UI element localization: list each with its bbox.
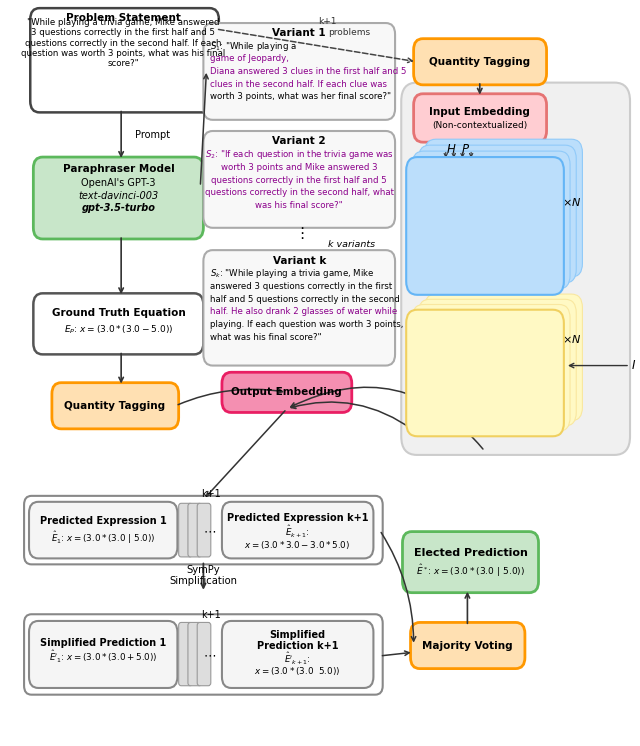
Text: Predicted Expression 1: Predicted Expression 1: [40, 516, 166, 526]
Text: $\cdots$: $\cdots$: [203, 649, 216, 662]
FancyBboxPatch shape: [410, 622, 525, 668]
FancyBboxPatch shape: [413, 94, 547, 142]
Text: Paraphraser Model: Paraphraser Model: [63, 164, 175, 174]
FancyBboxPatch shape: [29, 621, 177, 688]
FancyBboxPatch shape: [222, 621, 373, 688]
Text: was his final score?": was his final score?": [255, 201, 343, 210]
FancyBboxPatch shape: [412, 151, 570, 289]
Text: Encoder: Encoder: [454, 202, 523, 217]
Text: game of Jeopardy,: game of Jeopardy,: [209, 54, 289, 63]
FancyBboxPatch shape: [419, 145, 576, 283]
Text: Simplified: Simplified: [269, 630, 325, 640]
Text: $x=(3.0*(3.0\ \ 5.0))$: $x=(3.0*(3.0\ \ 5.0))$: [254, 665, 340, 677]
FancyBboxPatch shape: [406, 157, 564, 295]
Text: $S_1$: "While playing a: $S_1$: "While playing a: [209, 40, 297, 53]
FancyBboxPatch shape: [419, 299, 576, 426]
FancyBboxPatch shape: [204, 131, 395, 228]
Text: k+1: k+1: [318, 17, 336, 26]
Text: Input Embedding: Input Embedding: [429, 107, 530, 117]
Text: $\hat{E}_{k+1}$:: $\hat{E}_{k+1}$:: [285, 524, 310, 540]
Text: SymPy
Simplification: SymPy Simplification: [170, 565, 237, 586]
FancyBboxPatch shape: [204, 250, 395, 366]
Text: Prediction k+1: Prediction k+1: [257, 642, 338, 651]
Text: $\hat{E}^*$: $x=(3.0*(3.0\ |\ 5.0))$: $\hat{E}^*$: $x=(3.0*(3.0\ |\ 5.0))$: [416, 562, 525, 579]
Text: $\vdots$: $\vdots$: [294, 225, 305, 241]
FancyBboxPatch shape: [425, 140, 582, 277]
FancyBboxPatch shape: [401, 83, 630, 455]
Text: H: H: [446, 143, 455, 156]
Text: Prompt: Prompt: [136, 130, 170, 140]
Text: Quantity Tagging: Quantity Tagging: [65, 401, 166, 411]
FancyBboxPatch shape: [403, 532, 538, 592]
FancyBboxPatch shape: [179, 504, 192, 557]
Text: $\times N$: $\times N$: [562, 195, 581, 207]
Text: $\hat{E}'_1$: $x=(3.0*(3.0+5.0))$: $\hat{E}'_1$: $x=(3.0*(3.0+5.0))$: [49, 650, 157, 665]
Text: Diana answered 3 clues in the first half and 5: Diana answered 3 clues in the first half…: [209, 67, 406, 76]
Text: text-davinci-003: text-davinci-003: [79, 191, 159, 201]
FancyBboxPatch shape: [413, 39, 547, 85]
FancyBboxPatch shape: [197, 504, 211, 557]
FancyBboxPatch shape: [412, 304, 570, 431]
Text: $E_P$: $x = (3.0*(3.0-5.0))$: $E_P$: $x = (3.0*(3.0-5.0))$: [64, 324, 173, 336]
FancyBboxPatch shape: [222, 502, 373, 559]
Text: $S_2$: "If each question in the trivia game was: $S_2$: "If each question in the trivia g…: [205, 148, 394, 161]
Text: answered 3 questions correctly in the first: answered 3 questions correctly in the fi…: [209, 282, 392, 291]
Text: clues in the second half. If each clue was: clues in the second half. If each clue w…: [209, 80, 387, 89]
Text: Ground Truth Equation: Ground Truth Equation: [52, 308, 186, 319]
Text: half. He also drank 2 glasses of water while: half. He also drank 2 glasses of water w…: [209, 307, 397, 316]
Text: Problem Statement: Problem Statement: [65, 13, 180, 23]
Text: (Non-contextualized): (Non-contextualized): [432, 122, 527, 131]
FancyBboxPatch shape: [188, 622, 202, 686]
Text: $\hat{E}_1$: $x=(3.0*(3.0\ |\ 5.0))$: $\hat{E}_1$: $x=(3.0*(3.0\ |\ 5.0))$: [51, 529, 156, 546]
Text: Output Embedding: Output Embedding: [232, 387, 342, 398]
Text: Simplified Prediction 1: Simplified Prediction 1: [40, 638, 166, 648]
Text: Decoder: Decoder: [452, 351, 524, 366]
Text: questions correctly in the first half and 5: questions correctly in the first half an…: [211, 175, 387, 185]
Text: worth 3 points and Mike answered 3: worth 3 points and Mike answered 3: [221, 163, 378, 172]
FancyBboxPatch shape: [204, 23, 395, 120]
Text: k+1: k+1: [202, 610, 221, 620]
Text: questions correctly in the second half, what: questions correctly in the second half, …: [205, 188, 394, 197]
Text: worth 3 points, what was her final score?": worth 3 points, what was her final score…: [209, 93, 390, 101]
FancyBboxPatch shape: [188, 504, 202, 557]
Text: DeBERTa: DeBERTa: [458, 228, 518, 242]
Text: $x=(3.0*3.0-3.0*5.0)$: $x=(3.0*3.0-3.0*5.0)$: [244, 539, 351, 551]
Text: $H_{output}$: $H_{output}$: [447, 277, 479, 291]
FancyBboxPatch shape: [30, 8, 219, 113]
Text: Majority Voting: Majority Voting: [422, 641, 513, 651]
Text: Variant 2: Variant 2: [273, 136, 326, 145]
Text: problems: problems: [328, 28, 370, 37]
Text: $\cdots$: $\cdots$: [203, 524, 216, 537]
Text: k+1: k+1: [202, 489, 221, 499]
FancyBboxPatch shape: [52, 383, 179, 429]
Text: P: P: [461, 143, 468, 156]
Text: Quantity Tagging: Quantity Tagging: [429, 57, 531, 66]
Text: Variant k: Variant k: [273, 256, 326, 266]
FancyBboxPatch shape: [197, 622, 211, 686]
Text: OpenAI's GPT-3: OpenAI's GPT-3: [81, 178, 156, 188]
Text: EMD: EMD: [472, 377, 504, 391]
Text: k variants: k variants: [328, 239, 376, 248]
Text: Variant 1: Variant 1: [273, 28, 326, 38]
FancyBboxPatch shape: [33, 157, 204, 239]
Text: Elected Prediction: Elected Prediction: [413, 548, 527, 558]
Text: half and 5 questions correctly in the second: half and 5 questions correctly in the se…: [209, 295, 399, 304]
FancyBboxPatch shape: [406, 310, 564, 436]
Text: Predicted Expression k+1: Predicted Expression k+1: [227, 513, 368, 523]
FancyBboxPatch shape: [179, 622, 192, 686]
Text: $S_k$: "While playing a trivia game, Mike: $S_k$: "While playing a trivia game, Mik…: [209, 268, 374, 280]
FancyBboxPatch shape: [222, 372, 352, 413]
Text: gpt-3.5-turbo: gpt-3.5-turbo: [82, 204, 156, 213]
Text: "While playing a trivia game, Mike answered
3 questions correctly in the first h: "While playing a trivia game, Mike answe…: [21, 18, 225, 69]
FancyBboxPatch shape: [425, 294, 582, 421]
Text: I: I: [632, 359, 635, 372]
Text: $\hat{E}'_{k+1}$:: $\hat{E}'_{k+1}$:: [284, 651, 310, 667]
FancyBboxPatch shape: [29, 502, 177, 559]
Text: $\times N$: $\times N$: [562, 333, 581, 345]
Text: what was his final score?": what was his final score?": [209, 333, 321, 342]
Text: playing. If each question was worth 3 points,: playing. If each question was worth 3 po…: [209, 320, 403, 329]
FancyBboxPatch shape: [33, 293, 204, 354]
